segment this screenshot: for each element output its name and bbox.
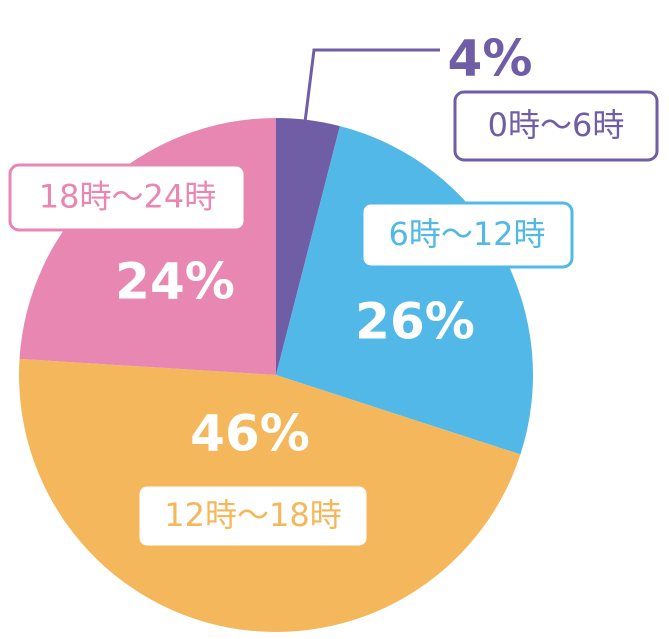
- value-label: 24%: [115, 253, 235, 311]
- category-label: 12時〜18時: [164, 496, 341, 534]
- label-box: [8, 163, 247, 232]
- label-box: [360, 201, 574, 269]
- value-label: 4%: [448, 30, 533, 88]
- pie-slice: [276, 118, 340, 375]
- label-box: [453, 90, 659, 162]
- category-label: 6時〜12時: [388, 215, 545, 253]
- value-label: 26%: [355, 293, 475, 351]
- category-label: 0時〜6時: [488, 106, 625, 144]
- value-label: 46%: [190, 405, 310, 463]
- leader-line: [303, 48, 440, 123]
- category-label: 18時〜24時: [39, 178, 216, 216]
- label-box: [136, 483, 370, 549]
- pie-slice: [19, 118, 276, 375]
